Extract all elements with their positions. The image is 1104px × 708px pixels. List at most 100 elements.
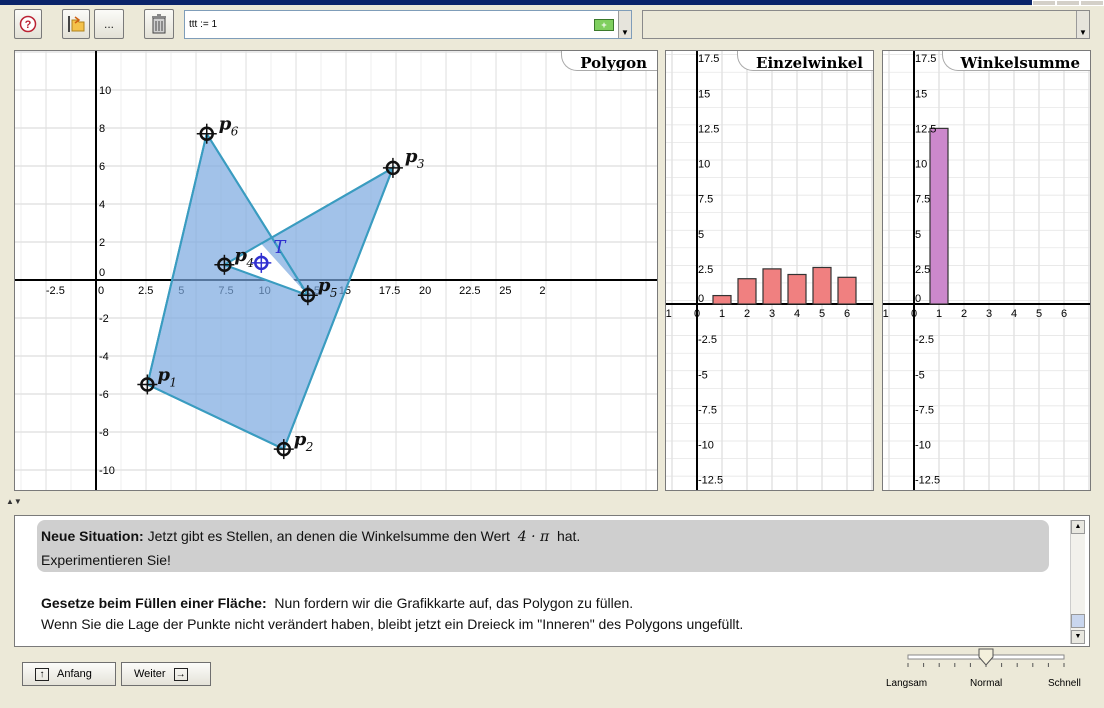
close-button[interactable] bbox=[1080, 0, 1104, 6]
x-tick-label: 0 bbox=[98, 285, 104, 297]
polygon-vertex-5[interactable]: p bbox=[297, 275, 331, 306]
y-tick-label: -2 bbox=[99, 313, 109, 325]
angle-x-tick: 0 bbox=[694, 308, 700, 320]
polygon-vertex-3[interactable]: p bbox=[382, 146, 418, 178]
sum-y-tick: -12.5 bbox=[915, 475, 940, 487]
x-tick-label: 22.5 bbox=[459, 285, 480, 297]
angle-bar bbox=[787, 273, 807, 305]
description-area: Neue Situation: Jetzt gibt es Stellen, a… bbox=[14, 515, 1090, 647]
sum-y-tick: 15 bbox=[915, 88, 927, 100]
sum-x-tick: 6 bbox=[1061, 308, 1067, 320]
vertex-subscript: 2 bbox=[305, 440, 314, 454]
angle-y-tick: -12.5 bbox=[698, 475, 723, 487]
angle-y-tick: 10 bbox=[698, 159, 710, 171]
sum-y-tick: -10 bbox=[915, 440, 931, 452]
sum-y-tick: 10 bbox=[915, 159, 927, 171]
situation-note bbox=[37, 520, 1049, 572]
trash-icon bbox=[152, 14, 166, 34]
vertex-label: p bbox=[157, 365, 170, 386]
command-dropdown[interactable]: ▼ bbox=[618, 11, 631, 38]
laws-line: Gesetze beim Füllen einer Fläche: Nun fo… bbox=[41, 595, 633, 611]
splitter-arrows[interactable]: ▲▼ bbox=[6, 497, 22, 506]
sum-panel-title: Winkelsumme bbox=[941, 51, 1090, 72]
y-tick-label: -8 bbox=[99, 427, 109, 439]
laws-text: Nun fordern wir die Grafikkarte auf, das… bbox=[274, 595, 634, 611]
unfilled-triangle bbox=[224, 243, 308, 296]
secondary-input[interactable]: ▼ bbox=[642, 10, 1090, 39]
point-t[interactable]: T bbox=[251, 237, 287, 273]
vertex-label: p bbox=[405, 146, 418, 167]
polygon-vertex-6[interactable]: p bbox=[196, 114, 232, 144]
sum-y-tick: -7.5 bbox=[915, 404, 934, 416]
sum-y-tick: 17.5 bbox=[915, 53, 936, 65]
vertex-label: p bbox=[318, 275, 331, 296]
scroll-thumb[interactable] bbox=[1071, 614, 1085, 628]
command-input[interactable]: ttt := 1 + ▼ bbox=[184, 10, 632, 39]
sum-x-tick: 2 bbox=[961, 308, 967, 320]
description-scrollbar[interactable]: ▲ ▼ bbox=[1070, 520, 1085, 644]
vertex-subscript: 4 bbox=[245, 256, 254, 270]
start-button[interactable]: ↑ Anfang bbox=[22, 662, 116, 686]
y-tick-label: -10 bbox=[99, 465, 115, 477]
angle-x-tick: 5 bbox=[819, 308, 825, 320]
situation-formula: 4 · π bbox=[517, 529, 550, 545]
angle-bar bbox=[737, 278, 757, 305]
command-value: ttt := 1 bbox=[189, 19, 218, 30]
scroll-down-button[interactable]: ▼ bbox=[1071, 630, 1085, 644]
vertex-subscript: 1 bbox=[169, 376, 177, 390]
angle-x-tick: 1 bbox=[719, 308, 725, 320]
more-button[interactable]: ... bbox=[94, 9, 124, 39]
polygon-vertex-4[interactable]: p bbox=[214, 245, 247, 275]
vertex-subscript: 5 bbox=[330, 286, 338, 300]
maximize-button[interactable] bbox=[1056, 0, 1080, 6]
sum-y-tick: 2.5 bbox=[915, 264, 930, 276]
add-command-button[interactable]: + bbox=[594, 19, 614, 31]
situation-heading: Neue Situation: bbox=[41, 528, 144, 544]
sum-x-tick: 5 bbox=[1036, 308, 1042, 320]
sum-y-tick: 5 bbox=[915, 229, 921, 241]
sum-y-tick: -2.5 bbox=[915, 334, 934, 346]
open-button[interactable] bbox=[62, 9, 90, 39]
angle-y-tick: -7.5 bbox=[698, 404, 717, 416]
sum-chart: -1012345617.51512.5107.552.50-2.5-5-7.5-… bbox=[883, 51, 1090, 490]
sum-y-tick: 7.5 bbox=[915, 194, 930, 206]
y-tick-label: -6 bbox=[99, 389, 109, 401]
vertex-subscript: 6 bbox=[231, 125, 239, 139]
angle-x-tick: -1 bbox=[666, 308, 672, 320]
polygon-vertex-1[interactable]: p bbox=[137, 365, 170, 395]
angle-y-tick: 2.5 bbox=[698, 264, 713, 276]
situation-end: hat. bbox=[556, 528, 581, 544]
slider-thumb[interactable] bbox=[978, 648, 994, 666]
angle-bar bbox=[812, 266, 832, 305]
speed-slider[interactable] bbox=[900, 648, 1080, 678]
delete-button[interactable] bbox=[144, 9, 174, 39]
y-tick-label: -4 bbox=[99, 351, 109, 363]
angle-bar bbox=[837, 276, 857, 305]
help-button[interactable]: ? bbox=[14, 9, 42, 39]
y-tick-label: 8 bbox=[99, 123, 105, 135]
point-t-label: T bbox=[273, 237, 287, 258]
x-tick-label: 2.5 bbox=[138, 285, 153, 297]
angles-chart: -1012345617.51512.5107.552.50-2.5-5-7.5-… bbox=[666, 51, 873, 490]
laws-line2: Wenn Sie die Lage der Punkte nicht verän… bbox=[41, 616, 744, 632]
polygon-vertex-2[interactable]: p bbox=[273, 429, 307, 460]
angle-x-tick: 4 bbox=[794, 308, 800, 320]
angle-x-tick: 2 bbox=[744, 308, 750, 320]
x-tick-label: 20 bbox=[419, 285, 431, 297]
sum-x-tick: 4 bbox=[1011, 308, 1017, 320]
polygon-panel: -2.502.557.51012.51517.52022.52521086420… bbox=[14, 50, 658, 491]
next-button[interactable]: Weiter → bbox=[121, 662, 211, 686]
polygon-canvas[interactable]: -2.502.557.51012.51517.52022.52521086420… bbox=[15, 51, 658, 491]
start-label: Anfang bbox=[57, 668, 92, 680]
scroll-up-button[interactable]: ▲ bbox=[1071, 520, 1085, 534]
minimize-button[interactable] bbox=[1032, 0, 1056, 6]
next-label: Weiter bbox=[134, 668, 166, 680]
chevron-down-icon: ▼ bbox=[621, 28, 629, 37]
y-tick-label: 2 bbox=[99, 237, 105, 249]
situation-line: Neue Situation: Jetzt gibt es Stellen, a… bbox=[41, 528, 580, 545]
x-tick-label: -2.5 bbox=[46, 285, 65, 297]
more-label: ... bbox=[103, 17, 114, 31]
angle-y-tick: -2.5 bbox=[698, 334, 717, 346]
secondary-dropdown[interactable]: ▼ bbox=[1076, 11, 1089, 38]
angle-bar bbox=[762, 268, 782, 305]
